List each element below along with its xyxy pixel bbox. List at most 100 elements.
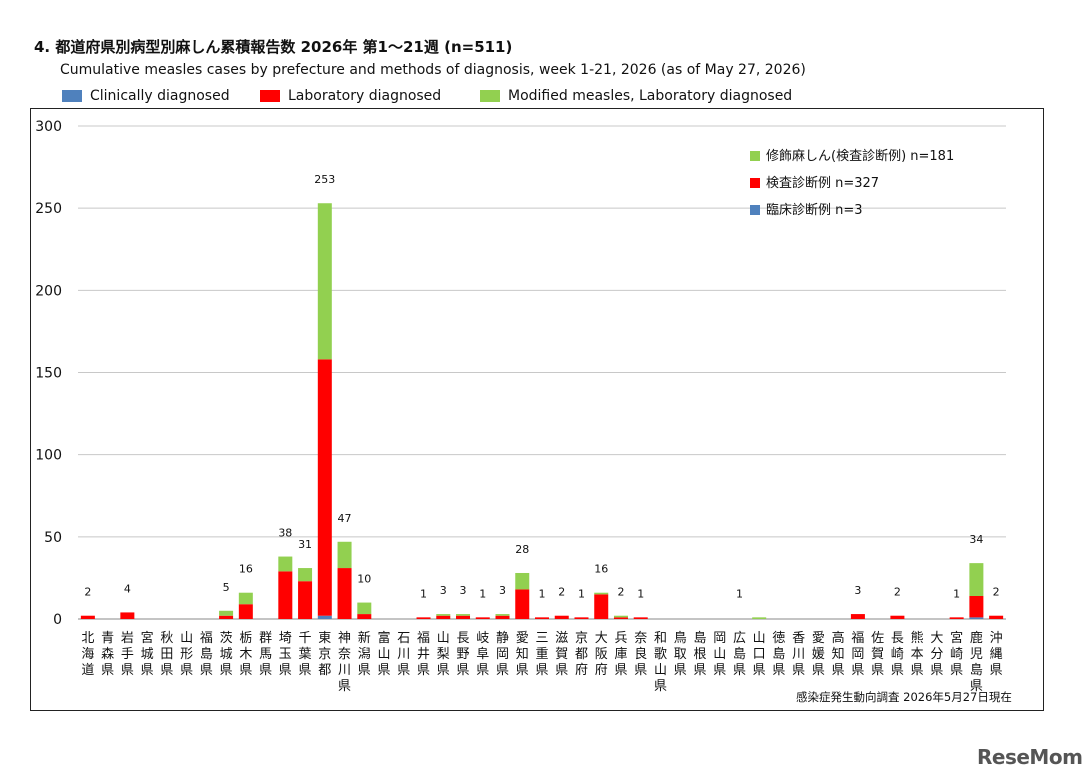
x-tick-label-43-1: 分 [930,647,943,662]
bar-segment-8-2 [238,592,253,605]
x-tick-label-18-2: 県 [437,663,450,678]
x-tick-label-33-1: 島 [733,647,746,662]
x-tick-label-12-1: 京 [318,647,331,662]
x-tick-label-11-0: 千 [299,631,312,646]
x-tick-label-35-1: 島 [772,647,785,662]
x-tick-label-42-1: 本 [911,647,924,662]
data-label-7: 5 [223,581,230,594]
x-tick-label-0-0: 北 [81,631,94,646]
inner-legend-label-1: 検査診断例 n=327 [766,175,879,191]
chart-subtitle: Cumulative measles cases by prefecture a… [60,62,806,78]
x-tick-label-19-1: 野 [457,647,470,662]
data-label-45: 34 [969,533,983,546]
bar-segment-27-2 [613,615,628,618]
x-tick-label-23-2: 県 [535,663,548,678]
bar-segment-0-1 [80,615,95,619]
bar-segment-19-2 [456,614,471,616]
data-label-18: 3 [440,584,447,597]
inner-legend-swatch-2 [750,205,760,215]
x-tick-label-6-0: 福 [200,631,213,646]
chart-title: 4. 都道府県別病型別麻しん累積報告数 2026年 第1～21週 (n=511) [34,38,513,56]
x-tick-label-23-1: 重 [535,646,548,662]
x-tick-label-41-0: 長 [891,631,904,646]
x-tick-label-25-0: 京 [575,631,588,646]
brand-logo: ReseMom [977,745,1083,769]
x-tick-label-7-2: 県 [220,663,233,678]
x-tick-label-45-0: 鹿 [970,630,983,646]
bar-segment-46-1 [989,615,1004,619]
x-tick-label-24-2: 県 [555,663,568,678]
source-note: 感染症発生動向調査 2026年5月27日現在 [796,690,1012,704]
x-tick-label-18-1: 梨 [437,647,450,662]
x-tick-label-24-1: 賀 [555,647,568,662]
x-tick-label-26-1: 阪 [595,647,608,662]
x-tick-label-0-1: 海 [81,647,94,662]
bar-segment-34-2 [752,617,767,619]
bar-segment-25-1 [574,617,589,619]
x-tick-label-46-1: 縄 [990,647,1003,662]
x-tick-label-34-2: 県 [753,663,766,678]
x-tick-label-31-1: 根 [693,647,706,662]
x-tick-label-3-2: 県 [141,663,154,678]
data-label-27: 2 [617,586,624,599]
data-label-25: 1 [578,587,585,600]
x-tick-label-41-2: 県 [891,663,904,678]
bar-segment-22-2 [515,572,530,590]
bar-segment-18-1 [436,615,451,619]
bar-segment-10-2 [278,556,293,572]
x-tick-label-17-0: 福 [417,631,430,646]
x-tick-label-44-2: 県 [950,663,963,678]
x-tick-label-45-1: 児 [970,647,983,662]
x-tick-label-5-1: 形 [180,647,193,662]
x-tick-label-23-0: 三 [535,631,548,646]
x-tick-label-13-0: 神 [338,631,351,646]
bar-segment-13-1 [337,568,352,619]
x-tick-label-25-2: 府 [575,663,588,678]
bar-segment-17-1 [416,617,431,619]
data-label-17: 1 [420,587,427,600]
x-tick-label-44-1: 崎 [950,647,963,662]
x-tick-label-16-1: 川 [397,647,410,662]
legend-label-laboratory: Laboratory diagnosed [288,88,442,104]
x-tick-label-19-2: 県 [457,663,470,678]
bar-segment-23-1 [535,617,549,619]
data-label-8: 16 [239,563,253,576]
x-tick-label-4-0: 秋 [160,631,173,646]
bar-segment-24-1 [554,615,569,619]
x-tick-label-15-1: 山 [378,647,391,662]
data-label-20: 1 [479,587,486,600]
x-tick-label-12-2: 都 [318,663,331,678]
data-label-10: 38 [278,527,292,540]
x-tick-label-10-1: 玉 [279,647,292,662]
x-tick-label-1-0: 青 [101,631,114,646]
x-tick-label-27-1: 庫 [614,647,627,662]
data-label-28: 1 [637,587,644,600]
data-label-14: 10 [357,573,371,586]
data-label-46: 2 [993,586,1000,599]
bar-segment-18-2 [436,614,451,616]
x-tick-label-35-2: 県 [772,663,785,678]
x-tick-label-31-0: 島 [693,631,706,646]
x-tick-label-30-2: 県 [674,663,687,678]
data-label-19: 3 [460,584,467,597]
bar-segment-12-2 [317,203,332,360]
x-tick-label-24-0: 滋 [555,631,568,646]
data-label-44: 1 [953,587,960,600]
x-tick-label-12-0: 東 [318,630,331,646]
legend-swatch-laboratory [260,90,280,102]
x-tick-label-46-2: 県 [990,663,1003,678]
x-tick-label-4-1: 田 [160,647,173,662]
x-tick-label-25-1: 都 [575,647,588,662]
x-tick-label-8-0: 栃 [239,631,252,646]
data-label-2: 4 [124,582,131,595]
x-tick-label-34-1: 口 [753,647,766,662]
x-tick-label-13-1: 奈 [338,647,351,662]
bar-segment-22-1 [515,589,530,619]
x-tick-label-22-1: 知 [516,646,529,662]
bar-segment-7-1 [219,615,234,619]
data-label-41: 2 [894,586,901,599]
x-tick-label-32-1: 山 [713,647,726,662]
x-tick-label-29-0: 和 [654,631,667,646]
data-label-0: 2 [84,586,91,599]
bar-segment-21-2 [495,614,510,616]
